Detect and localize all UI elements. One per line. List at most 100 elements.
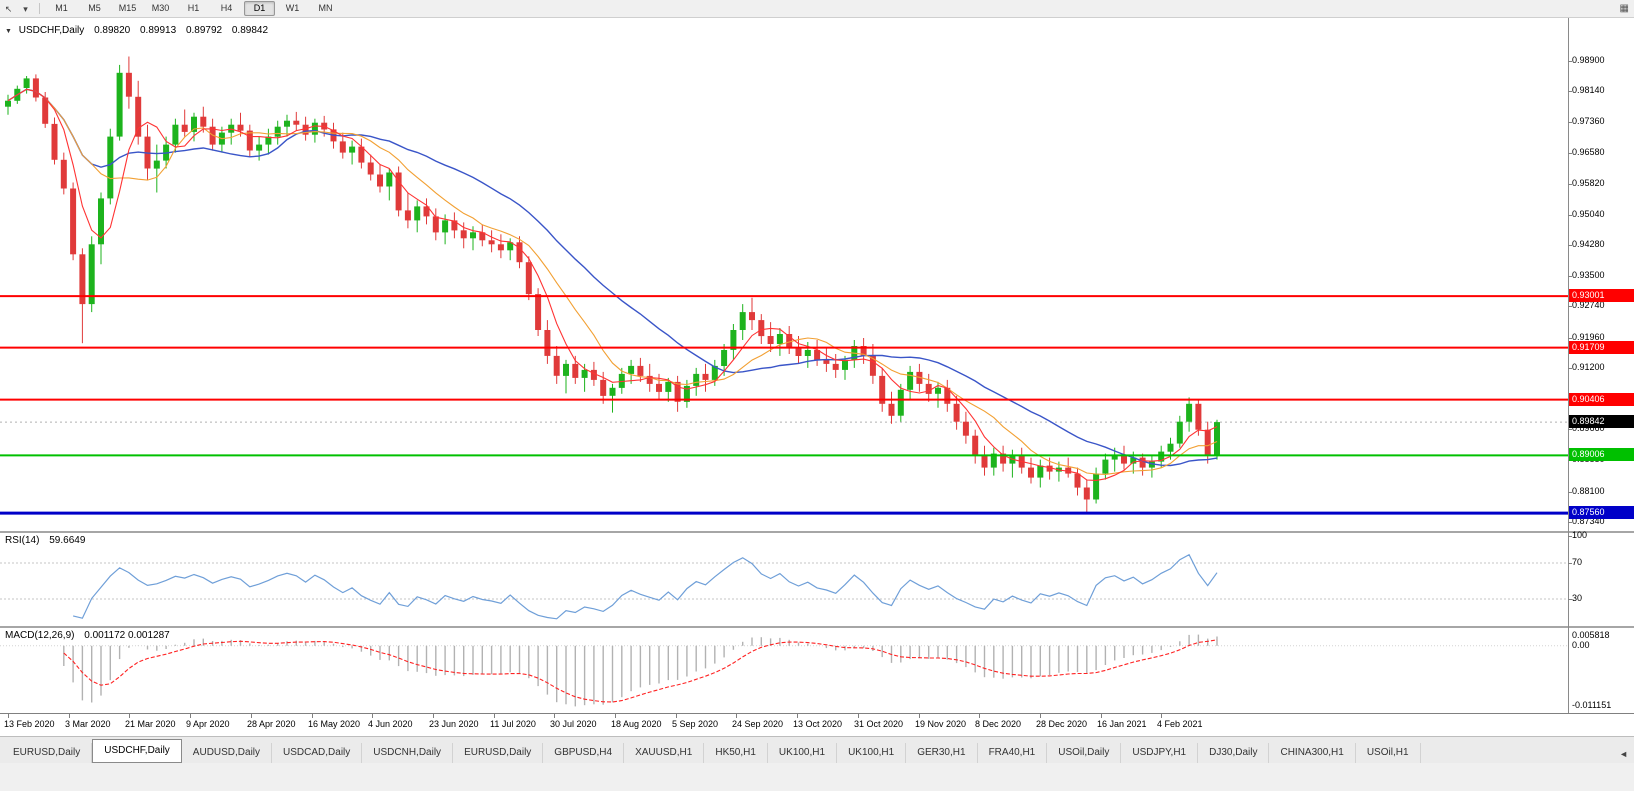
date-axis-tick xyxy=(554,714,555,718)
current-price-badge: 0.89842 xyxy=(1569,415,1634,428)
macd-axis-label: 0.005818 xyxy=(1572,630,1610,640)
candlestick-series xyxy=(5,56,1220,513)
date-axis-label: 31 Oct 2020 xyxy=(854,719,904,729)
chart-tab-china300-h1[interactable]: CHINA300,H1 xyxy=(1269,743,1356,763)
price-level-badge: 0.93001 xyxy=(1569,289,1634,302)
price-level-badge: 0.91709 xyxy=(1569,341,1634,354)
macd-axis-label: 0.00 xyxy=(1572,640,1590,650)
chart-tab-ger30-h1[interactable]: GER30,H1 xyxy=(906,743,978,763)
cursor-arrow-icon[interactable]: ↖ xyxy=(4,3,13,14)
price-axis-tick xyxy=(1568,368,1572,369)
date-axis-tick xyxy=(797,714,798,718)
price-axis-tick xyxy=(1568,276,1572,277)
dropdown-caret-icon[interactable]: ▾ xyxy=(23,3,28,14)
chart-tab-dj30-daily[interactable]: DJ30,Daily xyxy=(1198,743,1270,763)
tab-scroll-left-icon[interactable]: ◄ xyxy=(1619,749,1628,759)
chart-tab-usdcad-daily[interactable]: USDCAD,Daily xyxy=(272,743,363,763)
date-axis-label: 4 Jun 2020 xyxy=(368,719,413,729)
price-axis-label: 0.91960 xyxy=(1572,332,1605,342)
price-axis-label: 0.95040 xyxy=(1572,209,1605,219)
date-axis-tick xyxy=(251,714,252,718)
price-axis-tick xyxy=(1568,122,1572,123)
price-axis-tick xyxy=(1568,61,1572,62)
price-axis-tick xyxy=(1568,338,1572,339)
chart-canvas[interactable] xyxy=(0,17,1634,737)
price-axis-tick xyxy=(1568,215,1572,216)
chart-tab-bar: EURUSD,Daily USDCHF,Daily AUDUSD,Daily USDC… xyxy=(0,736,1634,763)
date-axis-label: 28 Dec 2020 xyxy=(1036,719,1088,729)
date-axis-tick xyxy=(676,714,677,718)
chart-tab-fra40-h1[interactable]: FRA40,H1 xyxy=(977,743,1048,763)
chart-tab-usoil-h1[interactable]: USOil,H1 xyxy=(1355,743,1421,763)
price-axis-tick xyxy=(1568,306,1572,307)
date-axis-tick xyxy=(494,714,495,718)
chart-tab-audusd-daily[interactable]: AUDUSD,Daily xyxy=(181,743,273,763)
rsi-axis-tick xyxy=(1568,563,1572,564)
chart-tab-usdcnh-daily[interactable]: USDCNH,Daily xyxy=(362,743,454,763)
date-axis-label: 9 Apr 2020 xyxy=(186,719,230,729)
price-axis-tick xyxy=(1568,429,1572,430)
chart-tab-hk50-h1[interactable]: HK50,H1 xyxy=(704,743,768,763)
ohlc-open: 0.89820 xyxy=(94,25,131,36)
timeframe-button-mn[interactable]: MN xyxy=(318,3,333,13)
timeframe-button-h4[interactable]: H4 xyxy=(220,3,233,13)
chart-tab-gbpusd-h4[interactable]: GBPUSD,H4 xyxy=(543,743,625,763)
chart-tab-xauusd-h1[interactable]: XAUUSD,H1 xyxy=(624,743,705,763)
price-axis-label: 0.97360 xyxy=(1572,116,1605,126)
timeframe-button-m15[interactable]: M15 xyxy=(118,3,137,13)
timeframe-button-m30[interactable]: M30 xyxy=(151,3,170,13)
toolbar-panel-icon[interactable]: ▦ xyxy=(1619,3,1629,14)
chart-tab-usdchf-daily[interactable]: USDCHF,Daily xyxy=(92,739,182,763)
date-axis-tick xyxy=(919,714,920,718)
chart-tab-uk100-h1[interactable]: UK100,H1 xyxy=(837,743,907,763)
chart-tab-uk100-h1[interactable]: UK100,H1 xyxy=(767,743,838,763)
symbol-name: USDCHF,Daily xyxy=(18,25,85,36)
symbol-ohlc-line: ▼ USDCHF,Daily 0.89820 0.89913 0.89792 0… xyxy=(5,25,275,36)
pane-separator-rsi-macd[interactable] xyxy=(0,626,1634,628)
rsi-label: RSI(14) xyxy=(5,535,40,546)
rsi-line xyxy=(72,553,1218,620)
date-axis-label: 3 Mar 2020 xyxy=(65,719,111,729)
price-axis-label: 0.91200 xyxy=(1572,362,1605,372)
symbol-collapse-icon[interactable]: ▼ xyxy=(5,28,12,35)
price-axis-label: 0.88100 xyxy=(1572,486,1605,496)
timeframe-button-h1[interactable]: H1 xyxy=(187,3,200,13)
timeframe-button-w1[interactable]: W1 xyxy=(285,3,300,13)
date-axis-tick xyxy=(372,714,373,718)
rsi-level-lines xyxy=(0,562,1568,600)
timeframe-button-m1[interactable]: M1 xyxy=(55,3,68,13)
timeframe-button-d1[interactable]: D1 xyxy=(244,1,275,16)
chart-tab-usdjpy-h1[interactable]: USDJPY,H1 xyxy=(1121,743,1199,763)
toolbar-separator xyxy=(39,3,40,14)
price-axis-label: 0.87340 xyxy=(1572,516,1605,526)
date-axis-label: 11 Jul 2020 xyxy=(490,719,536,729)
date-axis-tick xyxy=(1161,714,1162,718)
price-level-badge: 0.87560 xyxy=(1569,506,1634,519)
price-axis-tick xyxy=(1568,184,1572,185)
macd-signal-line xyxy=(63,639,1218,703)
price-axis-border[interactable] xyxy=(1568,17,1569,713)
pane-separator-main-rsi[interactable] xyxy=(0,531,1634,533)
chart-tab-usoil-daily[interactable]: USOil,Daily xyxy=(1047,743,1122,763)
date-axis-label: 21 Mar 2020 xyxy=(125,719,176,729)
price-axis-label: 0.98140 xyxy=(1572,85,1605,95)
date-axis-label: 4 Feb 2021 xyxy=(1157,719,1203,729)
rsi-axis-tick xyxy=(1568,536,1572,537)
chart-tab-eurusd-daily[interactable]: EURUSD,Daily xyxy=(2,743,93,763)
price-axis-label: 0.92740 xyxy=(1572,300,1605,310)
timeframe-buttons: M1 M5 M15 M30 H1 H4 D1 W1 MN xyxy=(45,1,342,16)
timeframe-button-m5[interactable]: M5 xyxy=(88,3,101,13)
rsi-axis-tick xyxy=(1568,599,1572,600)
date-axis-tick xyxy=(8,714,9,718)
price-axis-label: 0.89660 xyxy=(1572,423,1605,433)
chart-tab-eurusd-daily[interactable]: EURUSD,Daily xyxy=(453,743,544,763)
price-axis-tick xyxy=(1568,153,1572,154)
chart-tabs: EURUSD,Daily USDCHF,Daily AUDUSD,Daily USDC… xyxy=(0,739,1421,763)
date-axis-label: 16 Jan 2021 xyxy=(1097,719,1147,729)
moving-averages xyxy=(7,88,1218,481)
ohlc-high: 0.89913 xyxy=(140,25,177,36)
macd-label: MACD(12,26,9) xyxy=(5,630,75,641)
date-axis-tick xyxy=(433,714,434,718)
